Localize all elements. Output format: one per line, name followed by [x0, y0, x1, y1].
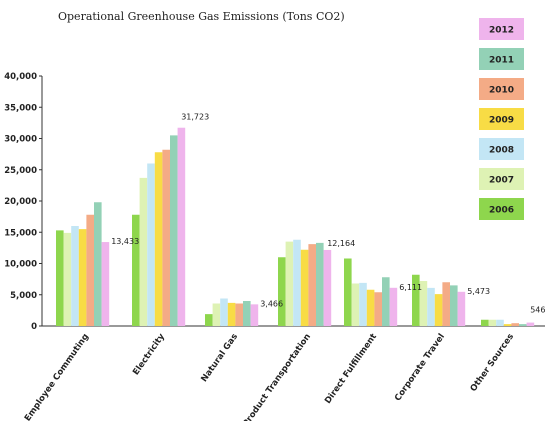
bar-2010 [235, 303, 243, 326]
data-label: 12,164 [327, 239, 355, 248]
x-tick-label: Employee Commuting [23, 332, 91, 421]
x-tick-label: Electricity [131, 332, 167, 378]
legend-label: 2012 [489, 26, 514, 36]
bar-2010 [86, 214, 94, 326]
bar-2009 [503, 324, 512, 326]
y-tick-label: 10,000 [4, 260, 37, 270]
bar-2009 [366, 289, 375, 326]
y-tick-label: 25,000 [4, 166, 37, 176]
x-tick-label: Direct Fulfillment [323, 332, 379, 406]
legend-label: 2006 [489, 206, 514, 216]
bar-2008 [293, 239, 301, 326]
x-tick-label: Natural Gas [199, 332, 240, 384]
bar-2011 [450, 285, 458, 326]
bar-2012 [457, 291, 466, 326]
data-label: 31,723 [181, 113, 209, 122]
bar-2009 [434, 294, 443, 326]
data-label: 5,473 [467, 287, 490, 296]
bar-2011 [94, 202, 102, 326]
bar-2007 [285, 241, 294, 326]
legend-label: 2009 [489, 116, 514, 126]
bar-2008 [147, 163, 155, 326]
bar-2006 [56, 230, 64, 326]
bar-2008 [71, 226, 79, 326]
legend-swatch-2012 [479, 18, 524, 40]
bar-2011 [316, 242, 324, 326]
data-label: 3,466 [260, 299, 283, 308]
bar-2009 [300, 249, 309, 326]
bar-2011 [243, 301, 251, 326]
x-tick-label: Other Sources [469, 332, 516, 394]
bar-2007 [351, 283, 360, 326]
bar-2007 [63, 232, 72, 326]
bar-2011 [170, 135, 178, 326]
y-tick-label: 15,000 [4, 228, 37, 238]
bar-2007 [139, 177, 148, 326]
bar-2010 [374, 292, 382, 326]
bar-2006 [412, 274, 420, 326]
legend-swatch-2009 [479, 108, 524, 130]
bar-2010 [308, 244, 316, 326]
bar-2006 [278, 257, 286, 326]
bar-2008 [220, 298, 228, 326]
bar-2010 [511, 323, 519, 326]
bar-2009 [227, 302, 236, 326]
bar-2012 [177, 127, 186, 326]
data-labels: 13,433 31,723 3,466 12,164 6,111 5,473 546 [111, 113, 545, 315]
bar-2006 [344, 258, 352, 326]
legend-swatch-2010 [479, 78, 524, 100]
bar-2009 [78, 229, 87, 326]
y-tick-label: 5,000 [10, 291, 37, 301]
data-label: 546 [530, 306, 545, 315]
x-axis-labels: Employee Commuting Electricity Natural Gas… [23, 332, 516, 421]
legend-swatch-2006 [479, 198, 524, 220]
bar-2012 [526, 322, 535, 326]
bar-2007 [212, 303, 221, 326]
bar-2006 [132, 214, 140, 326]
bar-2012 [389, 287, 398, 326]
y-tick-label: 30,000 [4, 135, 37, 145]
bar-2009 [154, 152, 163, 326]
bar-2011 [519, 324, 527, 326]
bar-2012 [101, 242, 110, 326]
y-tick-label: 35,000 [4, 103, 37, 113]
bar-2010 [162, 149, 170, 326]
legend-label: 2010 [489, 86, 514, 96]
x-tick-label: Product Transportation [241, 332, 313, 421]
x-tick-label: Corporate Travel [393, 332, 447, 403]
bar-2012 [250, 304, 259, 326]
legend: 2012 2011 2010 2009 2008 2007 2006 [479, 18, 524, 220]
bar-2008 [496, 319, 504, 326]
data-label: 13,433 [111, 237, 139, 246]
bar-2012 [323, 249, 332, 326]
bar-2007 [419, 281, 428, 326]
data-label: 6,111 [399, 283, 422, 292]
bar-2008 [427, 287, 435, 326]
legend-swatch-2008 [479, 138, 524, 160]
bar-2010 [442, 282, 450, 326]
y-tick-label: 40,000 [4, 72, 37, 82]
bar-2011 [382, 277, 390, 326]
bars [56, 127, 535, 326]
y-tick-label: 0 [31, 322, 37, 332]
chart-title: Operational Greenhouse Gas Emissions (To… [58, 10, 345, 23]
legend-label: 2011 [489, 56, 514, 66]
bar-2006 [481, 319, 489, 326]
legend-label: 2007 [489, 176, 514, 186]
bar-2006 [205, 314, 213, 326]
bar-2008 [359, 282, 367, 326]
y-tick-label: 20,000 [4, 197, 37, 207]
bar-2007 [488, 319, 497, 326]
legend-swatch-2011 [479, 48, 524, 70]
legend-label: 2008 [489, 146, 514, 156]
legend-swatch-2007 [479, 168, 524, 190]
